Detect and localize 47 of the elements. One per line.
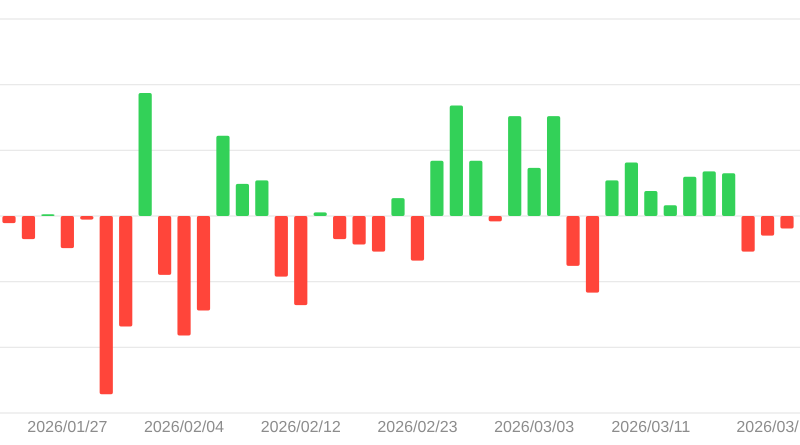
- bar: [508, 116, 522, 216]
- bar: [488, 216, 502, 222]
- bar: [196, 216, 210, 310]
- x-tick-label: 2026/01/27: [27, 419, 108, 436]
- bar: [22, 216, 36, 240]
- bar: [780, 216, 794, 228]
- bar: [760, 216, 774, 236]
- x-tick-label: 2026/03/11: [611, 419, 690, 436]
- bar: [216, 136, 230, 216]
- bar: [314, 212, 327, 216]
- x-tick-label: 2026/02/23: [377, 419, 458, 436]
- bar: [100, 216, 113, 394]
- bar: [119, 216, 132, 327]
- bar: [566, 216, 580, 266]
- bar: [722, 173, 736, 216]
- bar: [644, 191, 658, 216]
- bar: [430, 160, 444, 216]
- bar: [410, 216, 424, 261]
- bar: [294, 216, 308, 306]
- bar: [372, 216, 386, 252]
- bar: [528, 168, 541, 216]
- bar: [60, 216, 74, 248]
- bar: [683, 176, 696, 216]
- bar: [255, 180, 268, 216]
- bar: [702, 171, 716, 216]
- bar: [274, 216, 288, 277]
- x-tick-label: 2026/02/12: [260, 419, 341, 436]
- bar: [605, 180, 619, 216]
- bar: [664, 205, 677, 216]
- x-tick-label: 2026/02/04: [144, 419, 224, 436]
- bar: [333, 216, 346, 240]
- bar: [546, 116, 560, 216]
- x-tick-label: 2026/03/: [736, 419, 800, 436]
- bar: [177, 216, 191, 336]
- bar: [236, 184, 250, 216]
- bar: [450, 105, 463, 216]
- bar: [158, 216, 172, 275]
- bar: [80, 216, 94, 220]
- x-tick-label: 2026/03/03: [494, 419, 574, 436]
- bar: [138, 92, 152, 216]
- bar: [2, 216, 16, 224]
- bar: [391, 198, 405, 216]
- bar: [586, 216, 600, 293]
- bar: [741, 216, 755, 252]
- bar: [352, 216, 366, 245]
- bar: [624, 162, 638, 216]
- bar: [469, 160, 482, 216]
